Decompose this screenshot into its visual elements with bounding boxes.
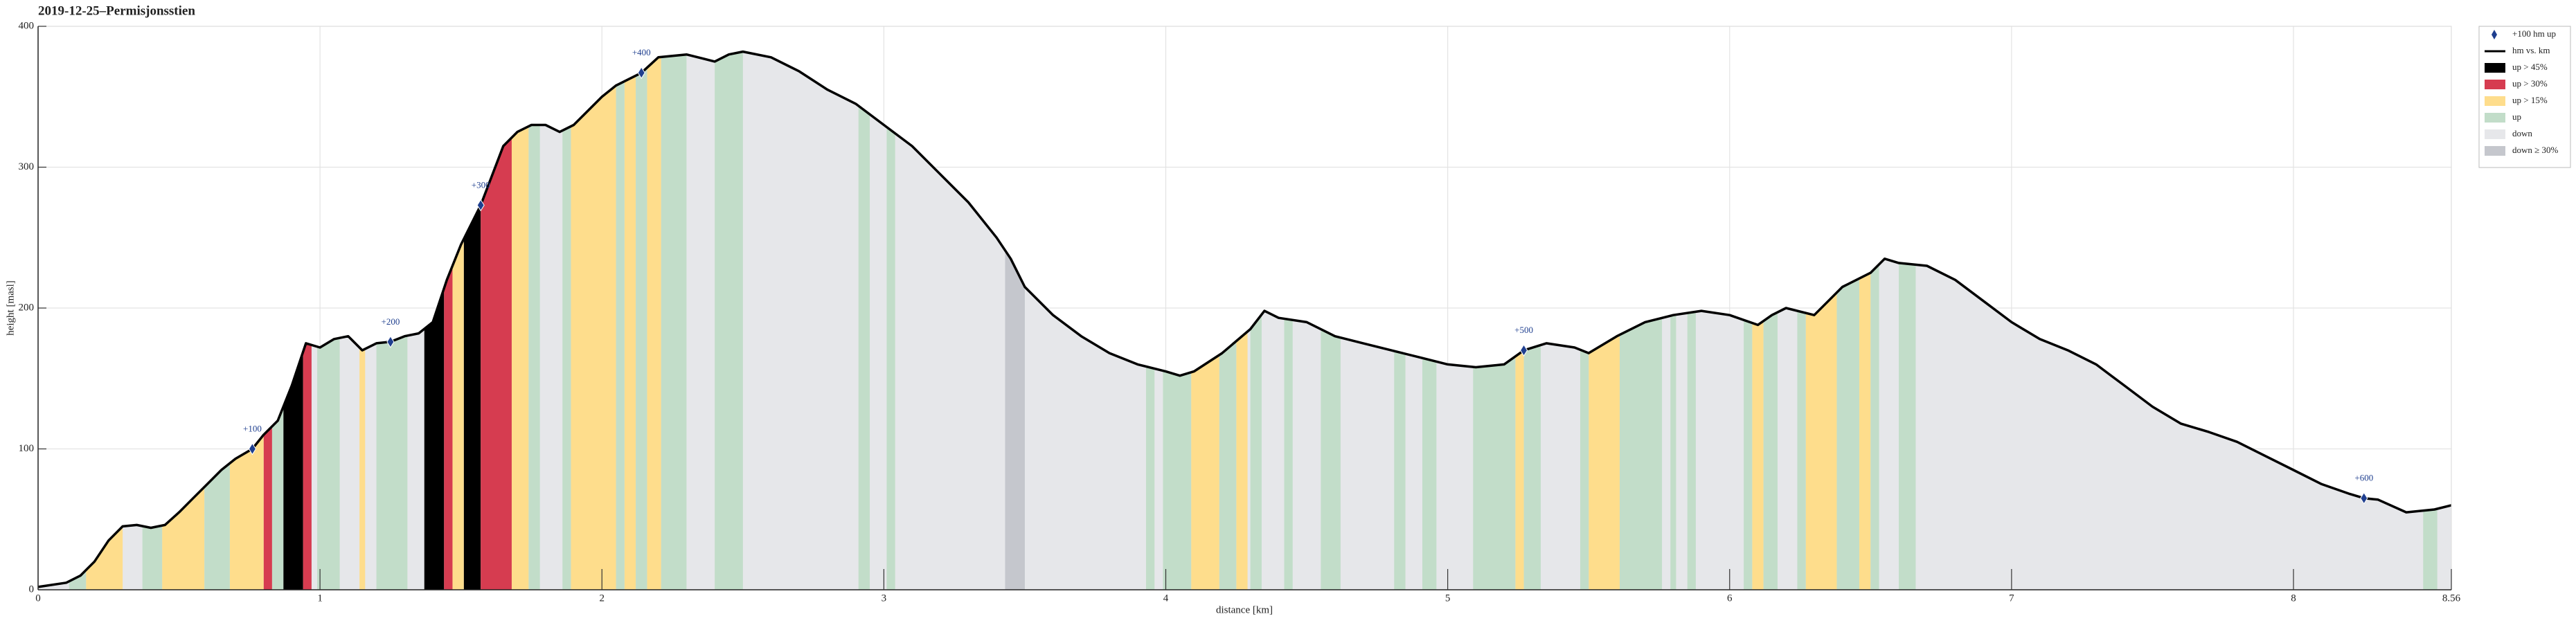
y-tick-label: 100 — [19, 443, 35, 454]
marker — [1519, 344, 1528, 356]
y-tick-label: 300 — [19, 161, 35, 172]
band — [511, 51, 529, 590]
marker — [476, 199, 485, 212]
y-tick-label: 200 — [19, 302, 35, 313]
legend-swatch — [2485, 113, 2505, 123]
x-tick-label: 7 — [2009, 593, 2014, 604]
marker-label: +600 — [2354, 473, 2373, 483]
x-tick-label: 5 — [1445, 593, 1451, 604]
y-tick-label: 0 — [29, 584, 35, 595]
chart-title: 2019-12-25–Permisjonsstien — [38, 3, 195, 18]
band — [463, 51, 481, 590]
band — [1836, 51, 1860, 590]
y-tick-label: 400 — [19, 20, 35, 31]
marker — [2360, 491, 2368, 505]
marker-label: +200 — [381, 316, 400, 327]
legend-label: hm vs. km — [2512, 45, 2550, 55]
band — [528, 51, 540, 590]
profile-line — [37, 50, 2452, 588]
legend-swatch — [2485, 96, 2505, 106]
band — [1870, 51, 1879, 590]
band — [1859, 51, 1871, 590]
band — [858, 51, 870, 590]
legend-label: up — [2512, 111, 2521, 122]
band — [452, 51, 464, 590]
band — [715, 51, 743, 590]
band — [647, 51, 661, 590]
y-axis-label: height [masl] — [5, 280, 16, 336]
x-tick-label: 1 — [317, 593, 323, 604]
band — [661, 51, 687, 590]
marker-label: +100 — [243, 423, 262, 433]
legend-swatch — [2485, 129, 2505, 139]
legend-label: +100 hm up — [2512, 28, 2556, 39]
x-tick-label: 6 — [1727, 593, 1733, 604]
band — [1005, 51, 1025, 590]
legend-swatch — [2485, 63, 2505, 73]
legend-label: up > 15% — [2512, 95, 2548, 105]
legend-label: up > 30% — [2512, 78, 2548, 89]
legend-marker — [2492, 30, 2497, 39]
band — [616, 51, 625, 590]
x-axis-label: distance [km] — [1216, 604, 1273, 615]
x-tick-label: 2 — [600, 593, 605, 604]
marker — [386, 335, 395, 348]
band — [1670, 51, 1676, 590]
band — [481, 51, 512, 590]
band — [562, 51, 571, 590]
x-tick-label: 3 — [882, 593, 887, 604]
legend-label: down ≥ 30% — [2512, 145, 2559, 155]
marker — [248, 442, 257, 455]
x-tick-label: 0 — [35, 593, 41, 604]
x-tick-label: 8 — [2291, 593, 2296, 604]
legend-swatch — [2485, 80, 2505, 89]
marker — [637, 66, 645, 80]
band — [1899, 51, 1916, 590]
marker-label: +300 — [472, 179, 490, 190]
band — [636, 51, 647, 590]
x-tick-label: 4 — [1163, 593, 1169, 604]
legend-label: down — [2512, 128, 2532, 138]
marker-label: +400 — [632, 47, 651, 57]
legend-swatch — [2485, 146, 2505, 156]
band — [886, 51, 895, 590]
band — [444, 51, 453, 590]
x-tick-label: 8.56 — [2442, 593, 2461, 604]
legend-label: up > 45% — [2512, 62, 2548, 72]
band — [624, 51, 636, 590]
marker-label: +500 — [1514, 325, 1533, 335]
band — [571, 51, 616, 590]
